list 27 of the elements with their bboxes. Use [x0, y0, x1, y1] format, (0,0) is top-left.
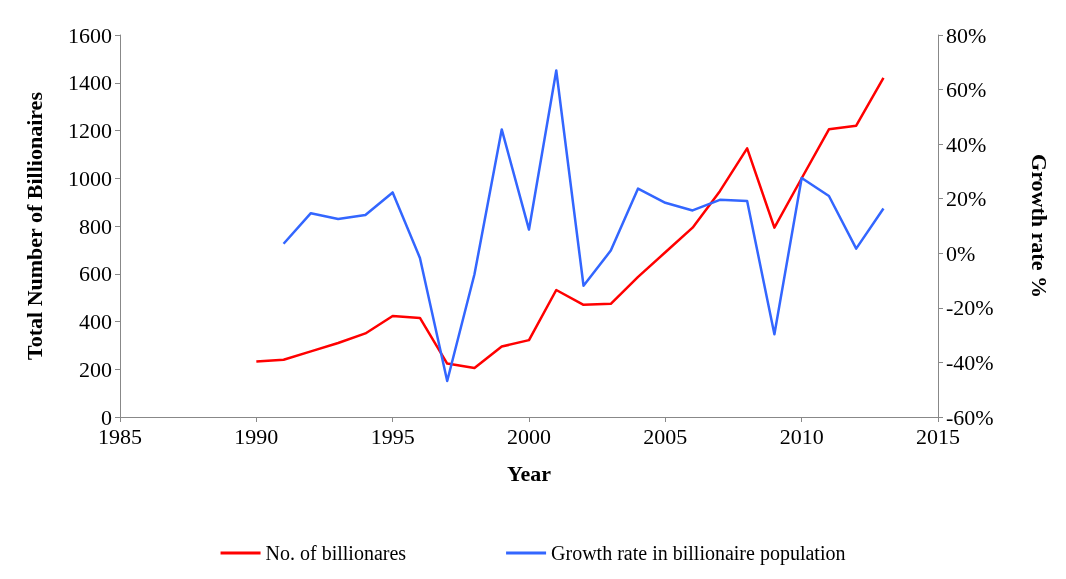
y2-tick-label: 80%: [946, 22, 987, 48]
y2-tick-label: -20%: [946, 295, 994, 321]
x-tick-label: 1995: [370, 423, 415, 449]
y2-tick-label: -60%: [946, 404, 994, 430]
x-tick-label: 2010: [779, 423, 824, 449]
legend-label: Growth rate in billionaire population: [551, 542, 846, 565]
x-tick-label: 1990: [234, 423, 279, 449]
y-tick-label: 1000: [68, 165, 112, 191]
y-tick-label: 1400: [68, 70, 112, 96]
y2-tick-label: 20%: [946, 186, 987, 212]
y-tick-label: 1200: [68, 118, 112, 143]
legend-label: No. of billionares: [265, 542, 407, 564]
y2-axis-title: Growth rate %: [1026, 154, 1052, 298]
y2-tick-label: 40%: [946, 131, 987, 157]
y2-tick-label: 60%: [946, 77, 987, 103]
y-tick-label: 1600: [68, 22, 112, 48]
y-tick-label: 400: [79, 309, 112, 334]
x-tick-label: 2005: [643, 423, 688, 449]
y-tick-label: 0: [101, 404, 112, 430]
x-tick-label: 2000: [507, 423, 551, 449]
y-tick-label: 600: [79, 261, 112, 287]
x-axis-title: Year: [507, 460, 552, 486]
y2-tick-label: -40%: [946, 349, 994, 375]
y-tick-label: 200: [79, 356, 112, 382]
y-axis-title: Total Number of Billionaires: [21, 91, 47, 360]
y2-tick-label: 0%: [946, 240, 976, 266]
y-tick-label: 800: [79, 213, 112, 239]
